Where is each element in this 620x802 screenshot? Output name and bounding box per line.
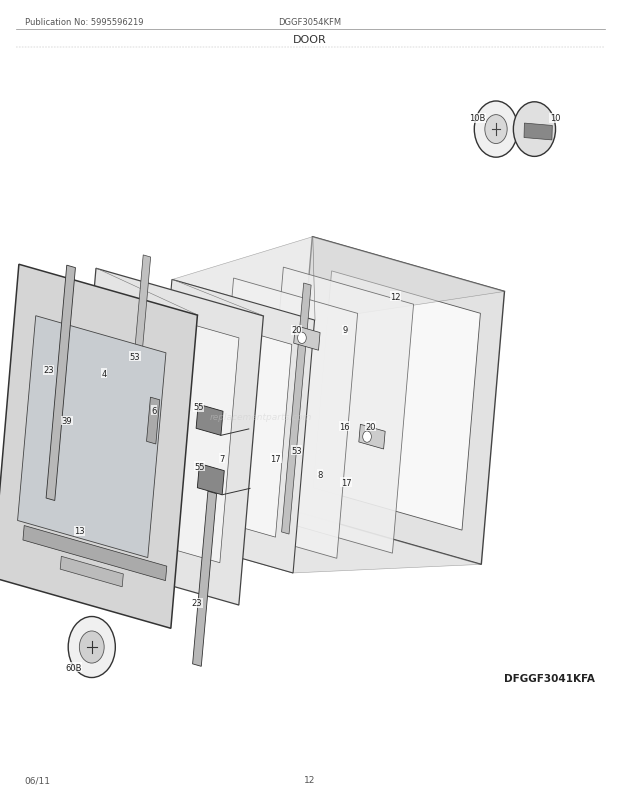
Polygon shape	[46, 265, 76, 501]
Polygon shape	[359, 425, 385, 449]
Text: 55: 55	[193, 403, 203, 412]
Polygon shape	[524, 124, 552, 140]
Polygon shape	[0, 265, 197, 629]
Polygon shape	[281, 284, 311, 534]
Polygon shape	[71, 269, 264, 606]
Polygon shape	[120, 256, 151, 522]
Polygon shape	[146, 398, 160, 444]
Circle shape	[513, 103, 556, 157]
Polygon shape	[151, 280, 314, 573]
Polygon shape	[17, 316, 166, 558]
Polygon shape	[172, 237, 505, 321]
Circle shape	[298, 333, 306, 344]
Text: 23: 23	[192, 598, 203, 608]
Circle shape	[68, 617, 115, 678]
Polygon shape	[289, 237, 505, 565]
Text: 53: 53	[130, 352, 141, 362]
Text: DFGGF3041KFA: DFGGF3041KFA	[504, 673, 595, 683]
Polygon shape	[197, 464, 224, 495]
Text: 7: 7	[219, 454, 224, 464]
Polygon shape	[60, 557, 123, 587]
Text: 17: 17	[270, 454, 281, 464]
Text: 9: 9	[342, 326, 347, 335]
Text: 16: 16	[339, 422, 350, 431]
Polygon shape	[150, 510, 480, 573]
Circle shape	[485, 115, 507, 144]
Circle shape	[79, 631, 104, 663]
Text: 53: 53	[291, 446, 302, 456]
Text: 06/11: 06/11	[25, 776, 51, 784]
Polygon shape	[23, 526, 167, 581]
Polygon shape	[313, 272, 480, 530]
Text: 17: 17	[340, 478, 352, 488]
Text: replacementparts.com: replacementparts.com	[209, 412, 312, 422]
Text: 4: 4	[102, 369, 107, 379]
Text: 12: 12	[304, 776, 316, 784]
Text: 6: 6	[151, 406, 156, 415]
Text: 20: 20	[366, 422, 376, 431]
Text: 8: 8	[317, 470, 322, 480]
Circle shape	[363, 431, 371, 443]
Polygon shape	[213, 279, 358, 558]
Text: Publication No: 5995596219: Publication No: 5995596219	[25, 18, 143, 26]
Polygon shape	[262, 268, 414, 553]
Text: DOOR: DOOR	[293, 35, 327, 45]
Text: 10: 10	[550, 114, 560, 124]
Text: 23: 23	[43, 366, 54, 375]
Polygon shape	[96, 303, 239, 563]
Text: 39: 39	[61, 416, 73, 426]
Text: 20: 20	[291, 326, 301, 335]
Text: 12: 12	[391, 292, 401, 302]
Text: DGGF3054KFM: DGGF3054KFM	[278, 18, 342, 26]
Polygon shape	[294, 326, 320, 350]
Text: 55: 55	[195, 462, 205, 472]
Text: 10B: 10B	[469, 114, 485, 124]
Text: 13: 13	[74, 526, 85, 536]
Polygon shape	[173, 316, 292, 537]
Text: 60B: 60B	[65, 662, 81, 672]
Polygon shape	[196, 405, 223, 435]
Circle shape	[474, 102, 518, 158]
Polygon shape	[193, 492, 216, 666]
